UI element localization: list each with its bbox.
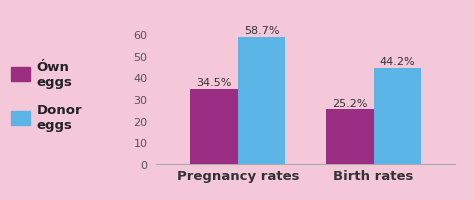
Bar bbox=[374, 69, 421, 164]
Text: 25.2%: 25.2% bbox=[332, 98, 368, 108]
Text: 34.5%: 34.5% bbox=[196, 78, 232, 88]
Text: 44.2%: 44.2% bbox=[380, 57, 415, 67]
Text: 58.7%: 58.7% bbox=[244, 26, 279, 36]
Bar bbox=[191, 90, 238, 164]
Legend: Ówn
eggs, Donor
eggs: Ówn eggs, Donor eggs bbox=[11, 60, 82, 132]
Bar bbox=[326, 110, 374, 164]
Bar bbox=[238, 38, 285, 164]
